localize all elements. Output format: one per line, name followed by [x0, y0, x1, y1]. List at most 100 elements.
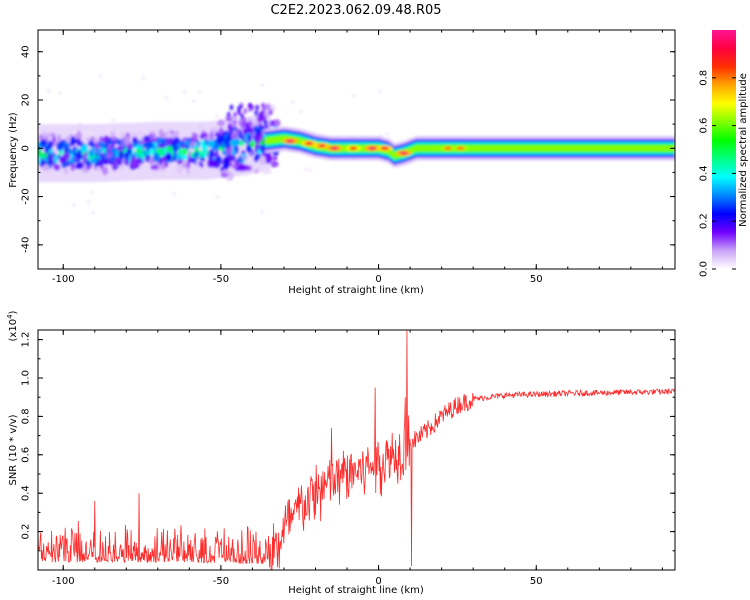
spectrogram-blob	[258, 116, 263, 123]
spectrogram-blob	[146, 141, 154, 149]
spectrogram-blob	[106, 139, 114, 145]
colorbar-ticks: 0.0 0.2 0.4 0.6 0.8	[699, 70, 736, 277]
spectrogram-halo	[55, 124, 59, 183]
spectrogram-x-axis: -100 -50 0 50	[52, 30, 663, 285]
spectrogram-blob	[131, 169, 138, 176]
spectrogram-blob	[225, 147, 233, 156]
spectrogram-blob	[124, 151, 130, 161]
spectrogram-blob	[263, 119, 268, 126]
spectrogram-blob	[253, 168, 260, 174]
spectrogram-blob	[137, 152, 145, 158]
spectrogram-blob	[192, 132, 199, 140]
spectrogram-blob	[165, 153, 173, 162]
spectrogram-blob	[88, 148, 95, 157]
spectrogram-blob	[115, 150, 120, 158]
spectrogram-speckle	[72, 203, 76, 207]
spectrogram-halo	[98, 124, 102, 182]
spectrogram-blob	[98, 162, 102, 167]
spectrogram-speckle	[165, 96, 168, 100]
spectrogram-blob	[129, 157, 138, 168]
spectrogram-peak	[305, 141, 314, 146]
spectrogram-blob	[160, 156, 167, 162]
snr-panel: -100 -50 0 50 0.2 0.4 0.6 0.8 1.0 1.2 Height of …	[6, 310, 676, 596]
spectrogram-blob	[72, 145, 78, 156]
spectrogram-blob	[74, 163, 82, 170]
spectrogram-blob	[237, 156, 243, 164]
spectrogram-halo	[207, 121, 211, 180]
spectrogram-blob	[77, 149, 82, 158]
spectrogram-blob	[135, 130, 144, 139]
spectrogram-blob	[95, 147, 100, 158]
spectrogram-blob	[239, 133, 244, 140]
spectrogram-blob	[246, 145, 252, 153]
spectrogram-blob	[230, 163, 238, 169]
y-tick-label: -40	[21, 237, 32, 253]
spectrogram-blob	[98, 158, 107, 164]
spectrogram-peak	[286, 139, 295, 143]
spectrogram-blob	[233, 119, 238, 126]
spectrogram-blob	[236, 128, 241, 135]
spectrogram-blob	[258, 157, 267, 165]
spectrogram-blob	[227, 122, 232, 129]
spectrogram-speckle	[291, 100, 295, 104]
snr-series-line	[38, 330, 675, 570]
spectrogram-peak	[349, 146, 358, 151]
spectrogram-speckle	[186, 169, 189, 173]
spectrogram-speckle	[172, 192, 176, 196]
x-tick-label: 0	[375, 274, 381, 285]
colorbar-tick-label: 0.6	[699, 118, 710, 134]
snr-frame	[37, 329, 676, 571]
spectrogram-speckle	[386, 132, 389, 136]
spectrogram-blob	[239, 162, 245, 172]
spectrogram-speckle	[192, 100, 195, 103]
spectrogram-halo	[244, 117, 248, 176]
spectrogram-blob	[240, 113, 245, 120]
spectrogram-blob	[152, 152, 161, 163]
spectrogram-blob	[163, 167, 172, 176]
spectrogram-halo	[242, 117, 246, 176]
spectrogram-blob	[253, 124, 258, 134]
spectrogram-peak	[456, 146, 465, 151]
spectrogram-blob	[92, 137, 99, 145]
spectrogram-blob	[216, 134, 224, 144]
spectrogram-blob	[200, 140, 206, 149]
spectrogram-blob	[210, 130, 214, 141]
spectrogram-halo	[189, 121, 193, 180]
spectrogram-blob	[182, 162, 188, 169]
spectrogram-peak	[330, 146, 339, 151]
spectrogram-blob	[254, 145, 259, 154]
spectrogram-speckle	[215, 114, 218, 118]
spectrogram-blob	[258, 111, 263, 118]
spectrogram-blob	[166, 132, 173, 139]
spectrogram-blob	[47, 134, 53, 143]
spectrogram-blob	[120, 131, 124, 140]
spectrogram-blob	[158, 143, 166, 149]
spectrogram-blob	[261, 108, 266, 115]
spectrogram-panel: -100 -50 0 50 -40 -20 0 20 40 Height of straigh…	[8, 29, 676, 296]
colorbar-tick-label: 0.8	[699, 70, 710, 86]
spectrogram-blob	[200, 132, 208, 138]
spectrogram-blob	[112, 161, 116, 171]
figure-title: C2E2.2023.062.09.48.R05	[270, 3, 441, 18]
spectrogram-blob	[110, 130, 116, 137]
y-tick-label: -20	[21, 188, 32, 204]
spectrogram-blob	[165, 137, 173, 146]
spectrogram-speckle	[198, 90, 202, 94]
spectrogram-blob	[249, 122, 254, 129]
spectrogram-blob	[255, 104, 260, 111]
spectrogram-speckle	[79, 123, 82, 126]
spectrogram-blob	[92, 131, 98, 137]
spectrogram-peak	[317, 144, 326, 148]
spectrogram-blob	[173, 143, 178, 152]
spectrogram-speckle	[46, 89, 50, 93]
spectrogram-blob	[143, 142, 148, 148]
spectrogram-blob	[188, 157, 195, 163]
spectrogram-speckle	[308, 169, 311, 172]
spectrogram-blob	[193, 151, 200, 158]
spectrogram-blob	[200, 162, 204, 169]
spectrogram-blob	[265, 111, 270, 118]
spectrogram-peak	[443, 146, 452, 151]
spectrogram-blob	[242, 128, 247, 135]
spectrogram-blob	[62, 152, 71, 160]
spectrogram-blob	[242, 117, 247, 124]
